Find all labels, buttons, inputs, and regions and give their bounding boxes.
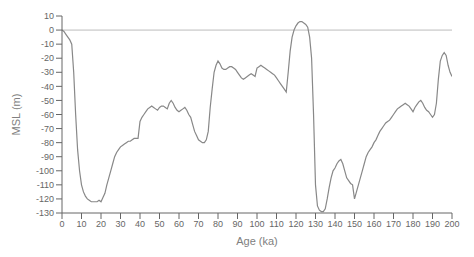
svg-text:140: 140 [327, 219, 342, 229]
svg-text:-50: -50 [41, 96, 54, 106]
svg-text:-90: -90 [41, 152, 54, 162]
svg-text:-70: -70 [41, 124, 54, 134]
svg-text:60: 60 [174, 219, 184, 229]
svg-text:-80: -80 [41, 138, 54, 148]
svg-text:-60: -60 [41, 110, 54, 120]
svg-text:-110: -110 [37, 180, 54, 190]
svg-text:-20: -20 [41, 53, 54, 63]
svg-text:90: 90 [232, 219, 242, 229]
svg-text:10: 10 [44, 11, 54, 21]
svg-text:-10: -10 [41, 39, 54, 49]
svg-text:-40: -40 [41, 82, 54, 92]
svg-text:80: 80 [213, 219, 223, 229]
svg-text:200: 200 [444, 219, 459, 229]
svg-text:160: 160 [366, 219, 381, 229]
svg-text:-130: -130 [36, 208, 54, 218]
svg-text:70: 70 [193, 219, 203, 229]
svg-text:0: 0 [59, 219, 64, 229]
svg-text:130: 130 [308, 219, 323, 229]
svg-text:40: 40 [135, 219, 145, 229]
svg-text:100: 100 [249, 219, 264, 229]
svg-text:30: 30 [115, 219, 125, 229]
svg-text:150: 150 [347, 219, 362, 229]
svg-text:120: 120 [288, 219, 303, 229]
svg-text:-100: -100 [36, 166, 54, 176]
svg-text:10: 10 [76, 219, 86, 229]
svg-text:0: 0 [49, 25, 54, 35]
svg-text:180: 180 [405, 219, 420, 229]
svg-text:-30: -30 [41, 67, 54, 77]
svg-text:MSL (m): MSL (m) [10, 94, 22, 136]
svg-text:20: 20 [96, 219, 106, 229]
svg-text:190: 190 [425, 219, 440, 229]
svg-text:50: 50 [154, 219, 164, 229]
svg-text:170: 170 [386, 219, 401, 229]
svg-text:110: 110 [269, 219, 283, 229]
svg-text:-120: -120 [36, 194, 54, 204]
svg-text:Age (ka): Age (ka) [236, 235, 278, 247]
